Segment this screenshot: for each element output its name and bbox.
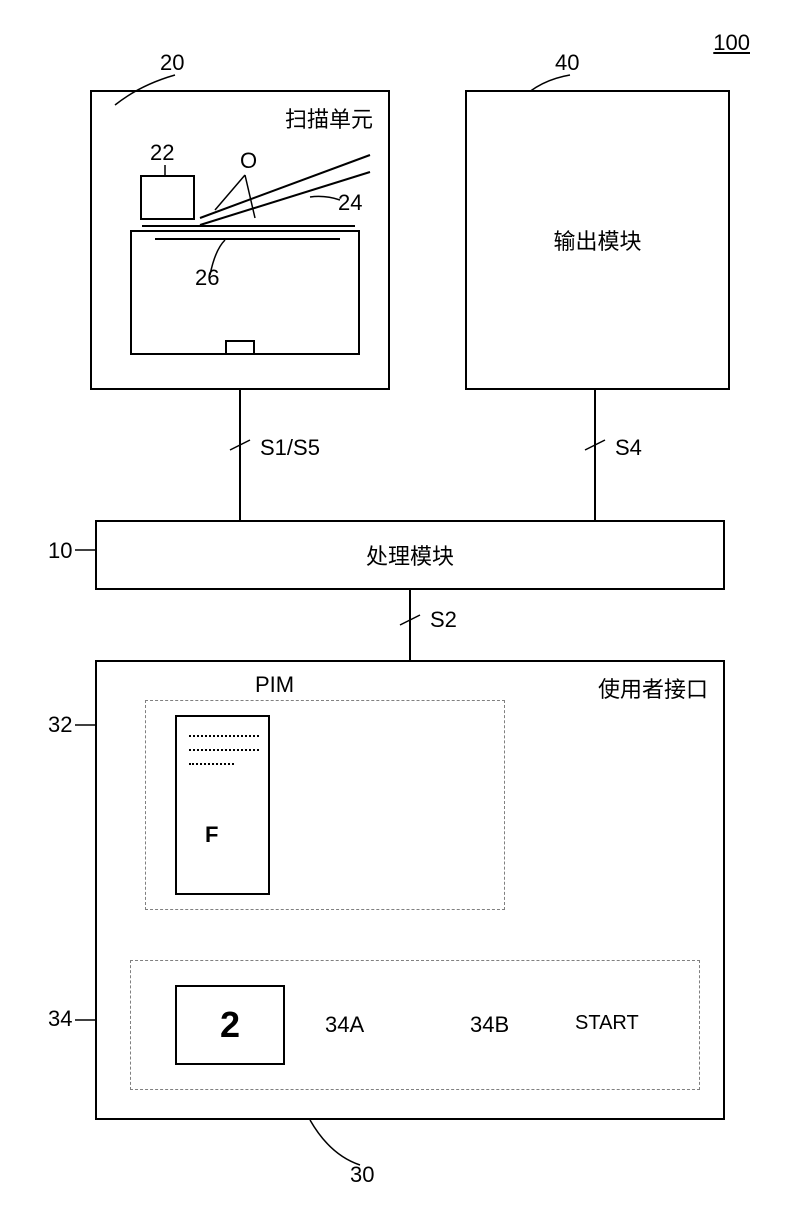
count-value: 2 — [220, 1004, 240, 1046]
ref-30: 30 — [350, 1162, 374, 1188]
ref-20: 20 — [160, 50, 184, 76]
processing-module-title: 处理模块 — [366, 539, 454, 571]
leader-20 — [115, 75, 175, 105]
output-module-box: 输出模块 — [465, 90, 730, 390]
doc-line2 — [189, 749, 259, 751]
ref-O: O — [240, 148, 257, 174]
pim-label: PIM — [255, 672, 294, 698]
signal-s2: S2 — [430, 607, 457, 633]
document-f: F — [175, 715, 270, 895]
doc-line3 — [189, 763, 234, 765]
ref-24: 24 — [338, 190, 362, 216]
ref-34B: 34B — [470, 1012, 509, 1038]
ref-10: 10 — [48, 538, 72, 564]
output-module-title: 输出模块 — [553, 224, 641, 256]
count-box[interactable]: 2 — [175, 985, 285, 1065]
user-interface-title: 使用者接口 — [598, 672, 708, 704]
doc-f-label: F — [205, 822, 218, 848]
ref-22: 22 — [150, 140, 174, 166]
signal-s4: S4 — [615, 435, 642, 461]
leader-24 — [310, 196, 340, 200]
start-button-label[interactable]: START — [575, 1012, 639, 1035]
leader-O — [215, 175, 255, 218]
ref-34A: 34A — [325, 1012, 364, 1038]
ref-34: 34 — [48, 1006, 72, 1032]
ref-26: 26 — [195, 265, 219, 291]
ref-32: 32 — [48, 712, 72, 738]
signal-s1-s5: S1/S5 — [260, 435, 320, 461]
ref-40: 40 — [555, 50, 579, 76]
doc-line1 — [189, 735, 259, 737]
processing-module-box: 处理模块 — [95, 520, 725, 590]
leader-30 — [310, 1120, 360, 1165]
